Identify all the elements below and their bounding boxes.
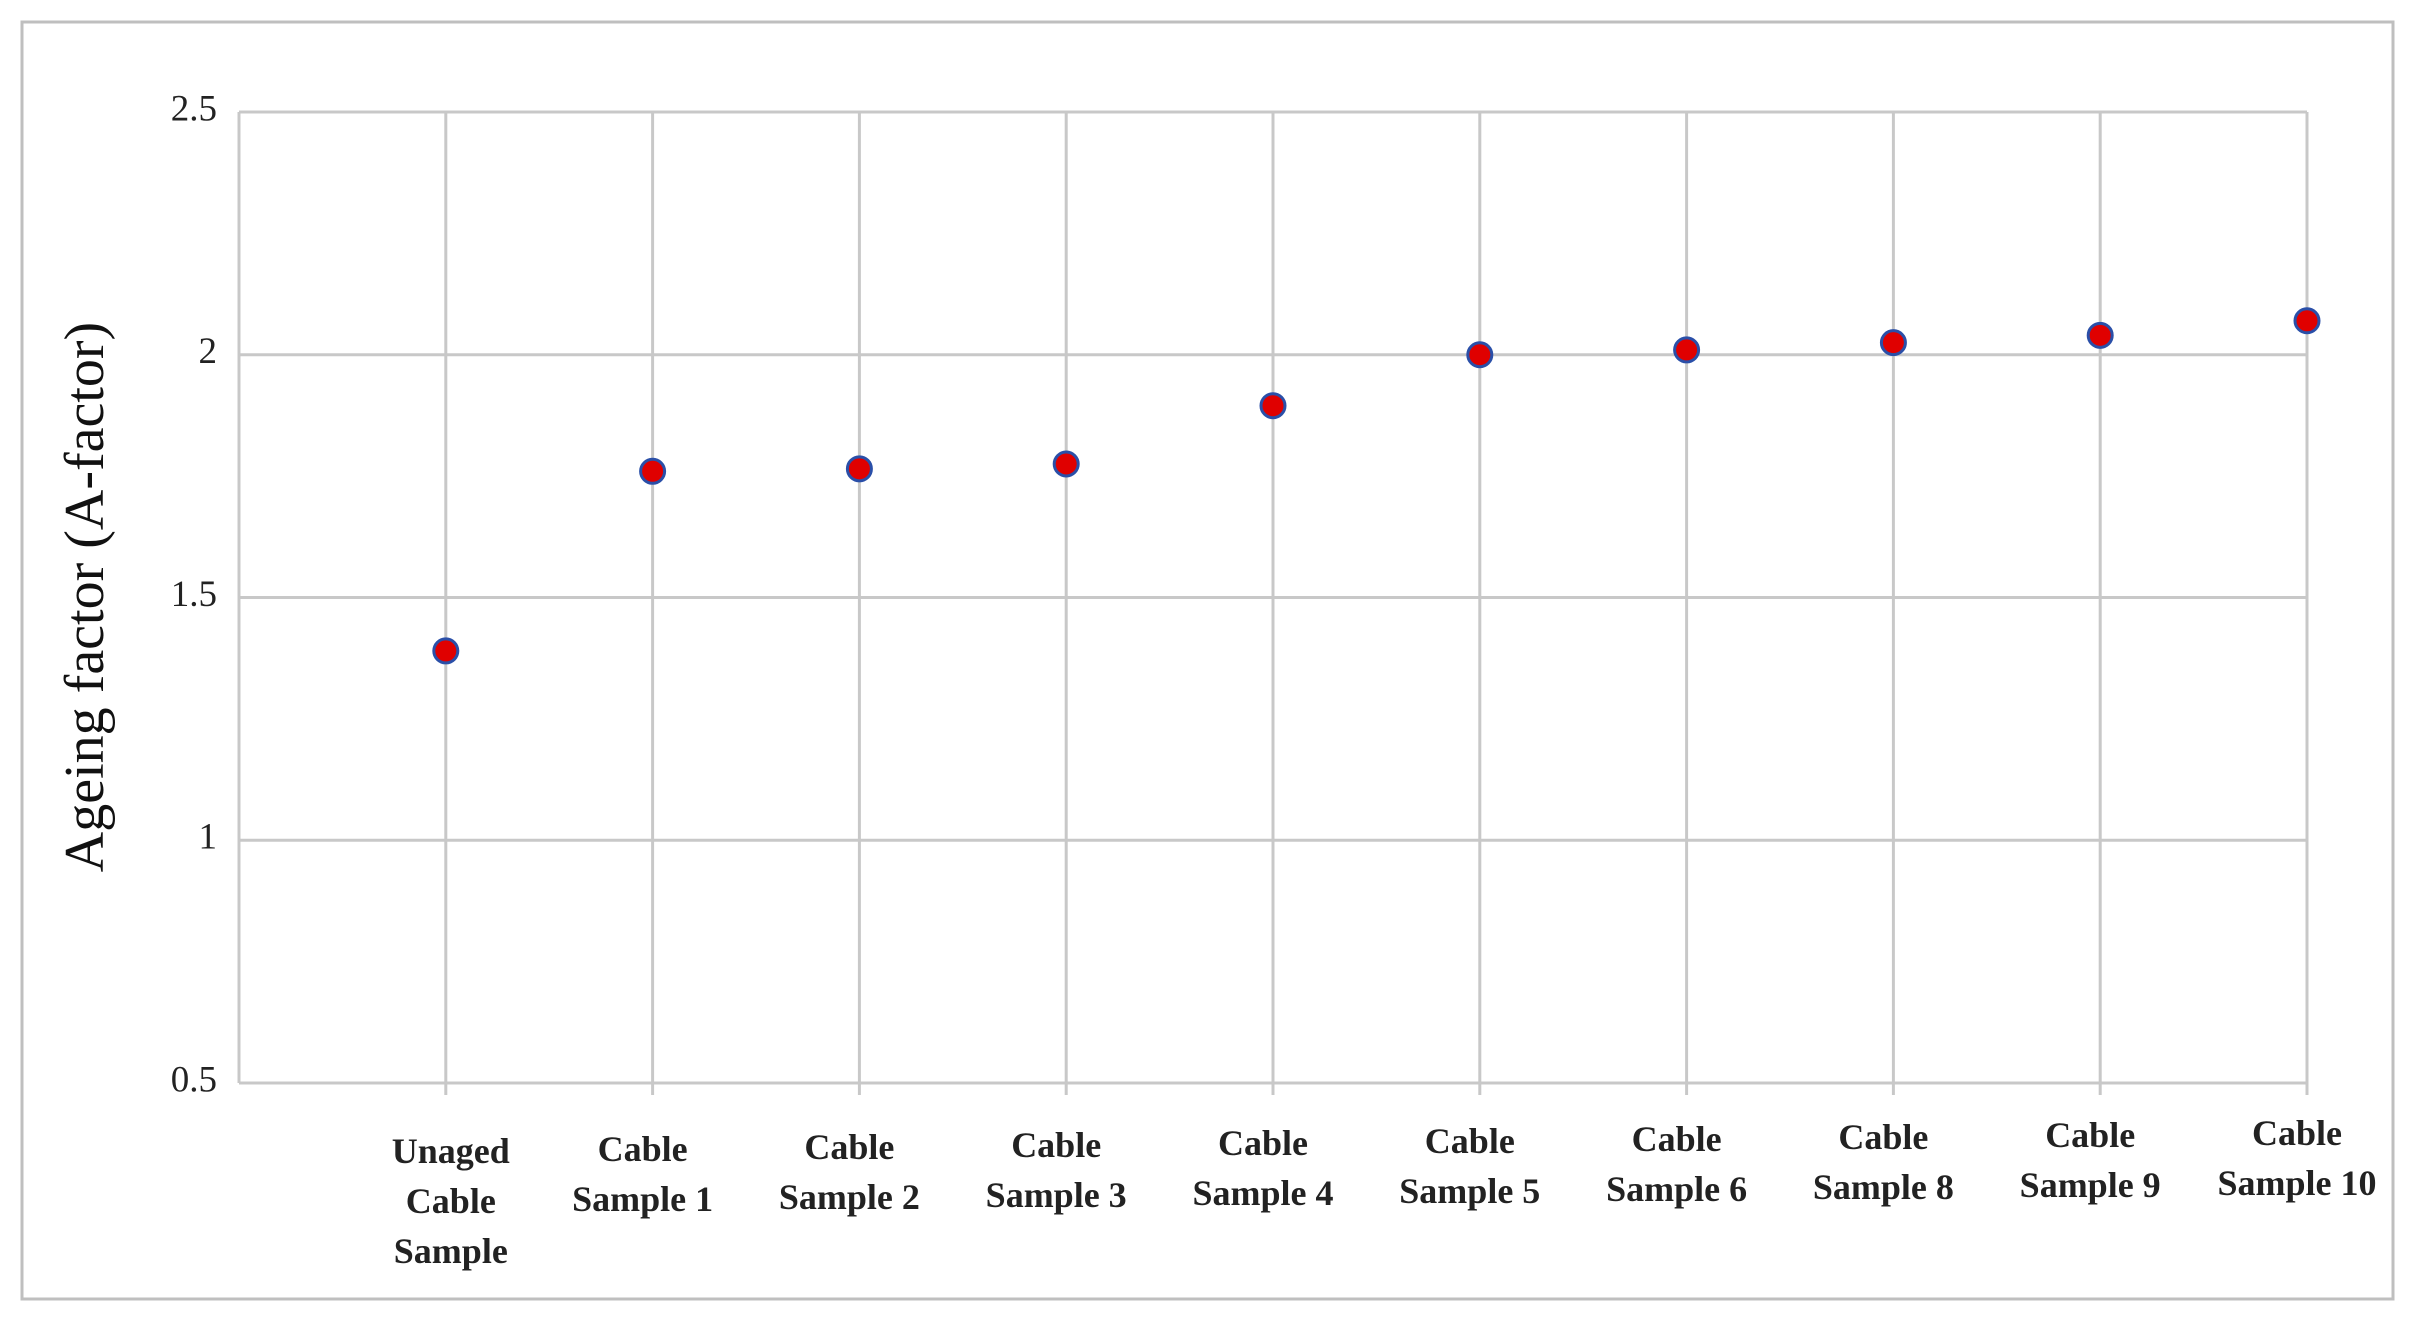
x-tick-label: Cable Sample 10 xyxy=(2217,1113,2377,1203)
x-tick-label: Cable Sample 9 xyxy=(2019,1115,2161,1205)
point xyxy=(2293,307,2321,335)
x-tick-label: Cable Sample 8 xyxy=(1812,1117,1954,1207)
y-axis-label: Ageing factor (A-factor) xyxy=(54,322,116,872)
x-tick-label: Cable Sample 4 xyxy=(1192,1123,1334,1213)
x-tick-label: Cable Sample 3 xyxy=(985,1125,1127,1215)
y-tick-label: 1.5 xyxy=(171,574,217,615)
point xyxy=(845,455,873,483)
point xyxy=(639,457,667,485)
point xyxy=(1466,341,1494,369)
x-tick-label: Cable Sample 6 xyxy=(1606,1119,1748,1209)
x-tick-label: Cable Sample 5 xyxy=(1399,1121,1541,1211)
point xyxy=(1879,329,1907,357)
x-tick-label: Unaged Cable Sample xyxy=(391,1131,510,1271)
y-tick-label: 2 xyxy=(199,331,218,372)
point xyxy=(1259,392,1287,420)
x-tick-label: Cable Sample 2 xyxy=(778,1127,920,1217)
point xyxy=(1052,450,1080,478)
point xyxy=(1673,336,1701,364)
y-tick-label: 2.5 xyxy=(171,88,217,129)
point xyxy=(2086,321,2114,349)
chart-border xyxy=(20,20,2395,1301)
x-tick-label: Cable Sample 1 xyxy=(572,1129,714,1219)
y-tick-label: 1 xyxy=(199,817,218,858)
y-tick-label: 0.5 xyxy=(171,1059,217,1100)
point xyxy=(432,637,460,665)
